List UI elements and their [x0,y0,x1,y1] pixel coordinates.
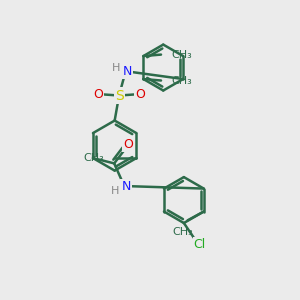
Text: O: O [123,138,133,151]
Text: O: O [135,88,145,100]
Text: H: H [111,186,120,196]
Text: CH₃: CH₃ [171,50,192,60]
Text: Cl: Cl [194,238,206,251]
Text: CH₃: CH₃ [83,153,104,163]
Text: N: N [121,180,131,193]
Text: H: H [112,63,120,73]
Text: N: N [122,65,132,78]
Text: O: O [93,88,103,100]
Text: S: S [115,88,124,103]
Text: CH₃: CH₃ [173,227,194,237]
Text: CH₃: CH₃ [171,76,192,85]
